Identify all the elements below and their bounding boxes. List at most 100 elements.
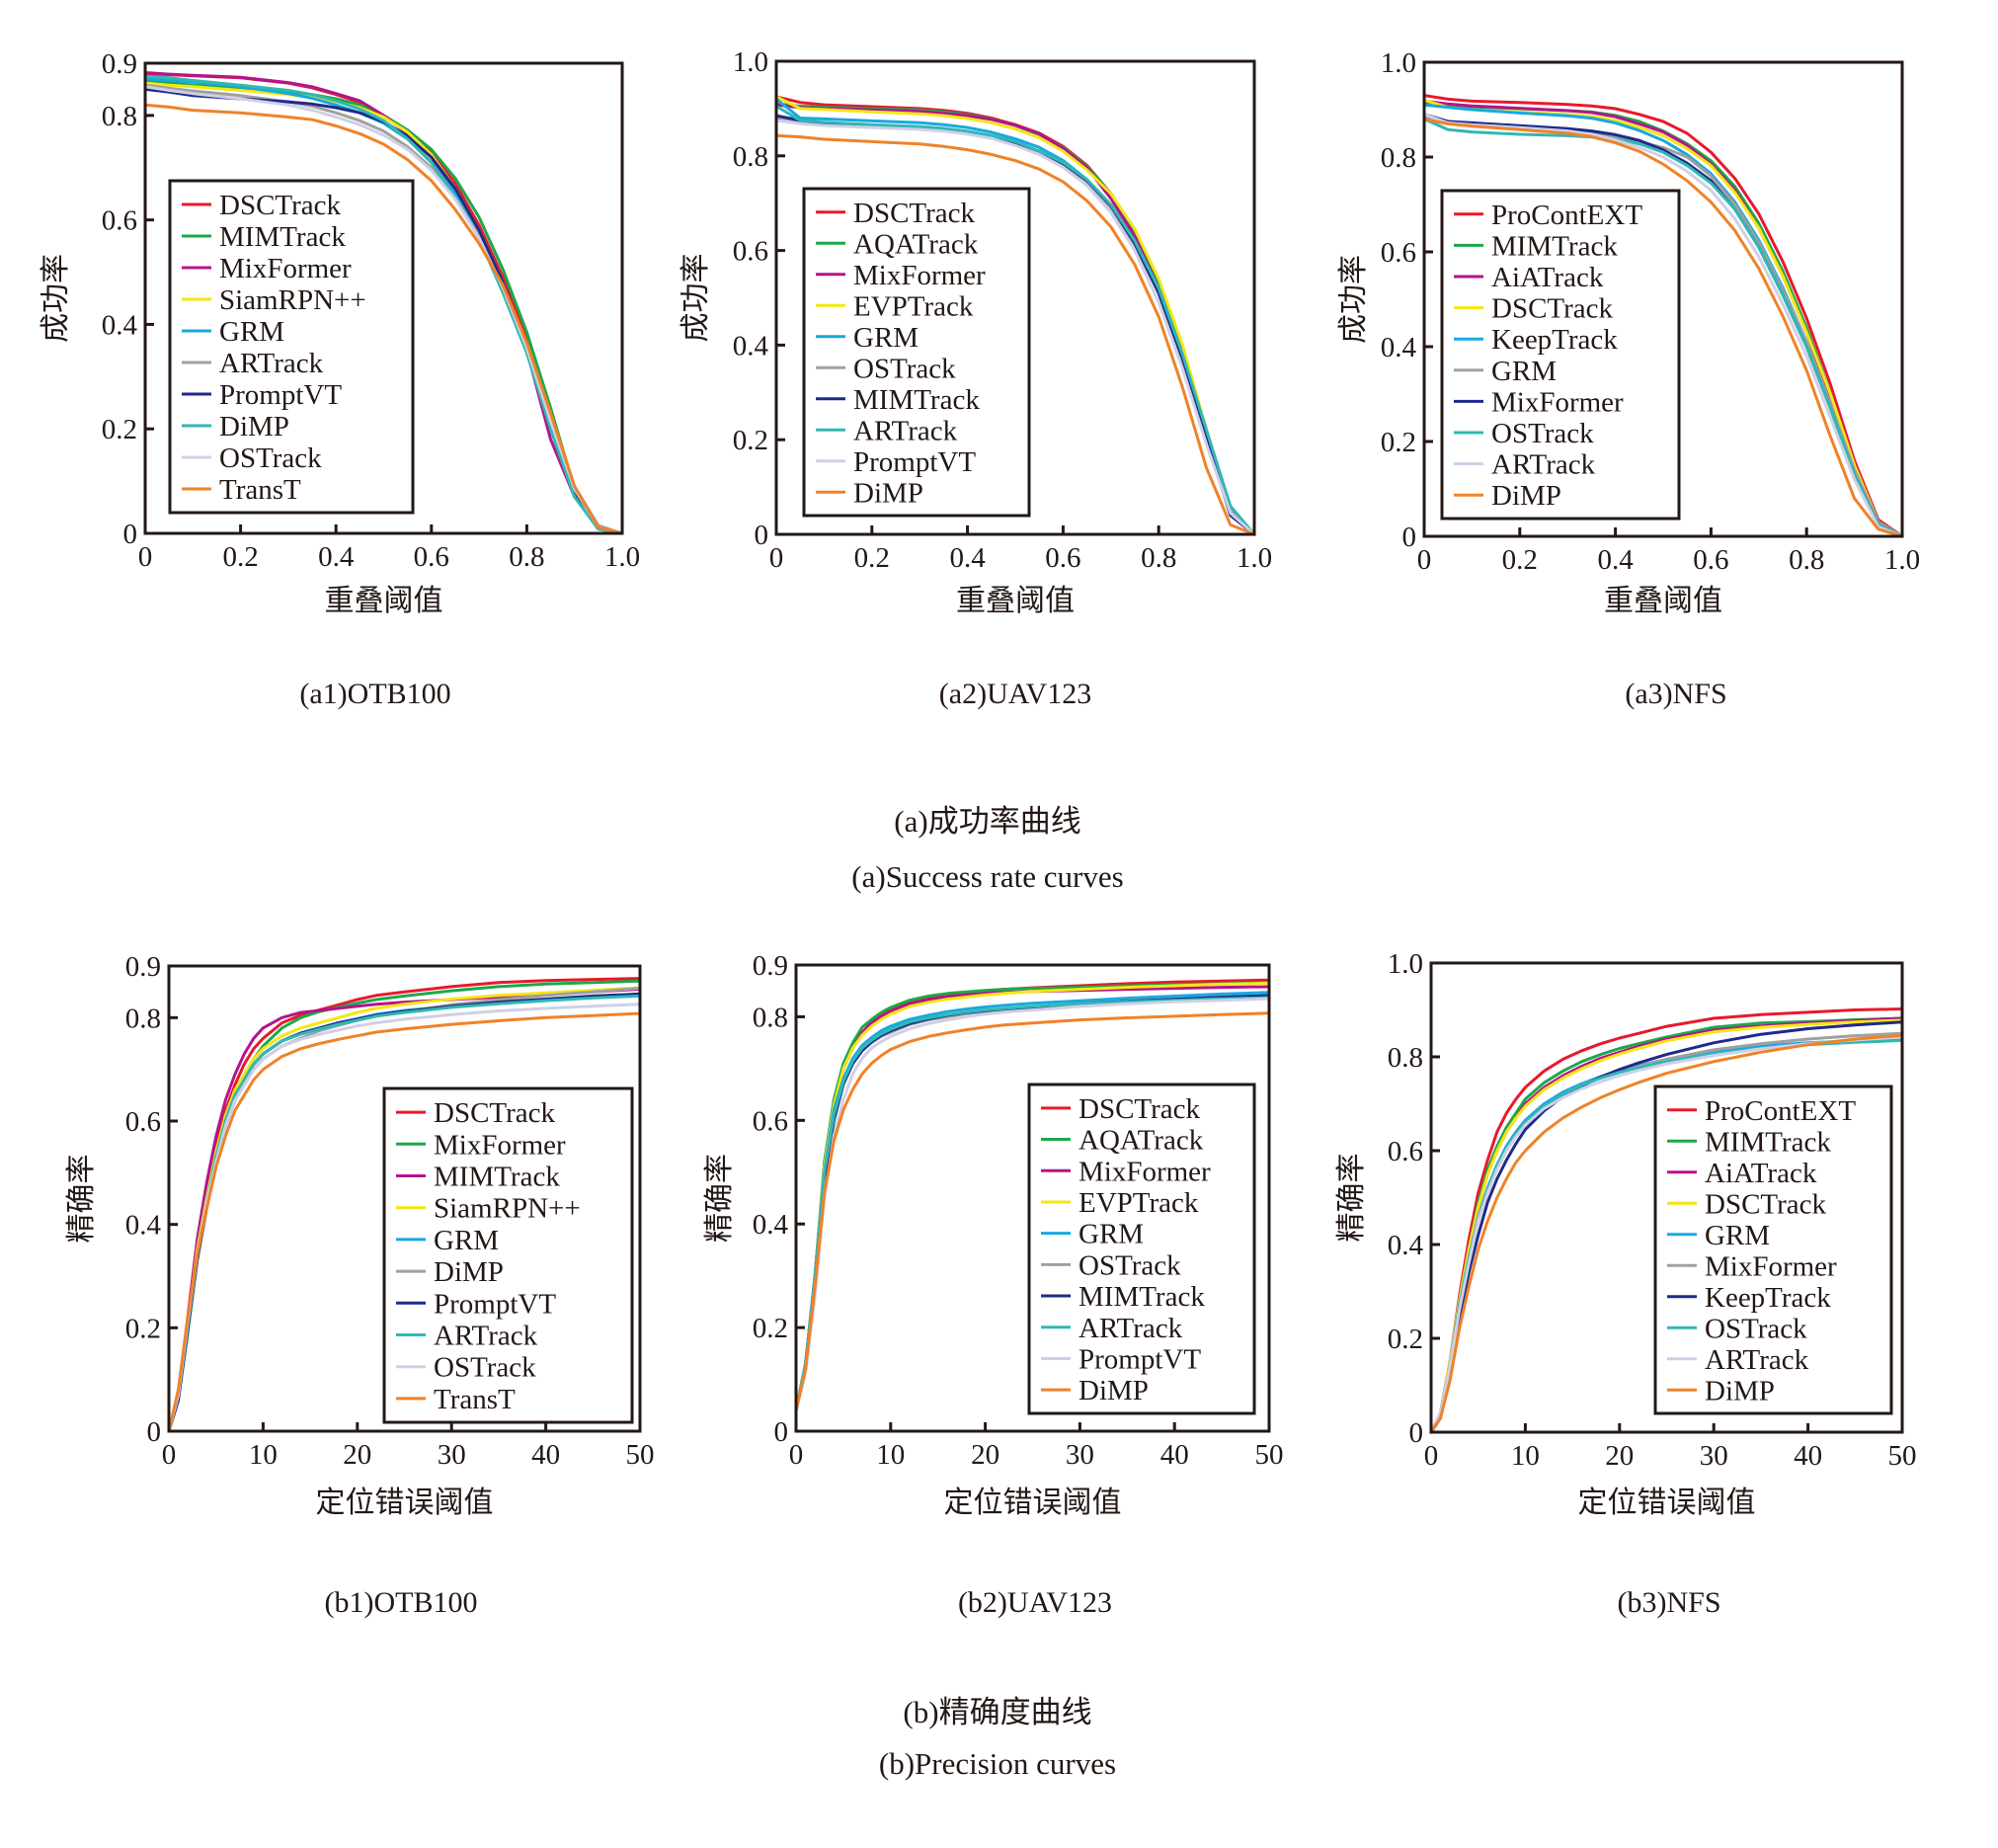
plot-frame: [1422, 60, 1904, 538]
y-tick-label: 1.0: [1388, 948, 1423, 980]
legend-item: OSTrack: [816, 353, 956, 384]
y-tick-label: 0.6: [753, 1105, 788, 1137]
x-tick-label: 50: [1255, 1439, 1284, 1471]
y-axis-label: 成功率: [40, 254, 72, 343]
legend-item: GRM: [182, 316, 284, 348]
y-tick-label: 0.8: [733, 141, 768, 173]
x-tick-label: 0: [769, 542, 784, 574]
legend-label: MixFormer: [434, 1129, 566, 1161]
y-axis-label: 成功率: [1337, 255, 1370, 344]
x-tick-label: 0: [789, 1439, 804, 1471]
legend-label: SiamRPN++: [434, 1193, 581, 1225]
y-tick-label: 0.9: [125, 951, 161, 983]
plot-frame: [167, 964, 642, 1433]
x-tick-label: 30: [438, 1439, 466, 1471]
caption-b1: (b1)OTB100: [324, 1586, 478, 1619]
x-tick-label: 0.2: [1502, 544, 1538, 576]
legend-label: MixFormer: [1491, 386, 1624, 418]
y-tick-label: 0.4: [102, 309, 138, 341]
legend-label: DiMP: [1491, 480, 1561, 512]
legend-label: DSCTrack: [219, 190, 342, 221]
caption-b-en: (b)Precision curves: [878, 1746, 1117, 1781]
legend-item: ARTrack: [182, 348, 324, 379]
legend-label: MIMTrack: [1491, 230, 1618, 262]
legend-item: GRM: [1454, 356, 1557, 387]
legend-label: MIMTrack: [434, 1162, 560, 1193]
legend-label: GRM: [434, 1225, 499, 1256]
legend-label: GRM: [1079, 1219, 1144, 1250]
legend-label: ARTrack: [853, 415, 958, 446]
legend-item: OSTrack: [1454, 418, 1594, 449]
legend-label: AiATrack: [1491, 262, 1604, 293]
legend-label: MixFormer: [1705, 1250, 1837, 1282]
legend-item: OSTrack: [1041, 1249, 1181, 1281]
series-line-artrack: [774, 105, 1256, 536]
legend-item: GRM: [396, 1225, 499, 1256]
legend-label: DSCTrack: [434, 1097, 556, 1129]
y-tick-label: 0.4: [125, 1210, 162, 1242]
x-tick-label: 30: [1066, 1439, 1094, 1471]
legend-label: DiMP: [853, 477, 923, 509]
legend-item: OSTrack: [1667, 1313, 1807, 1344]
legend-label: GRM: [853, 322, 919, 354]
legend-item: SiamRPN++: [396, 1193, 581, 1225]
legend-label: AiATrack: [1705, 1158, 1817, 1189]
y-tick-label: 1.0: [1381, 47, 1416, 79]
legend-item: DSCTrack: [1454, 293, 1614, 325]
x-tick-label: 0.4: [318, 541, 355, 573]
legend-item: ARTrack: [1041, 1313, 1183, 1344]
y-tick-label: 0: [774, 1416, 789, 1448]
legend-item: MIMTrack: [182, 221, 346, 253]
legend-item: DSCTrack: [1667, 1188, 1827, 1220]
x-tick-label: 0: [162, 1439, 177, 1471]
x-tick-label: 0.4: [949, 542, 986, 574]
legend-label: ARTrack: [434, 1321, 538, 1352]
legend-label: MixFormer: [853, 260, 986, 291]
series-line-dimp: [1429, 1033, 1904, 1434]
legend-item: PromptVT: [396, 1288, 556, 1320]
chart-a2: 0 0.2 0.4 0.6 0.8 1.0 0 0.2 0.4 0.6 0.8 1.0 重叠阈值 成功率 D…: [679, 46, 1272, 617]
x-tick-label: 50: [626, 1439, 655, 1471]
legend-label: ARTrack: [1491, 449, 1596, 481]
y-axis-label: 成功率: [679, 254, 712, 343]
series-line-dimp: [143, 74, 624, 535]
legend-item: MixFormer: [396, 1129, 566, 1161]
legend-item: PromptVT: [182, 379, 342, 411]
legend-item: ARTrack: [816, 415, 958, 446]
legend-item: MIMTrack: [1041, 1281, 1205, 1313]
legend-item: AiATrack: [1667, 1158, 1817, 1189]
legend-item: DiMP: [396, 1256, 504, 1288]
y-tick-label: 0.8: [102, 101, 137, 132]
series-lines: [774, 95, 1256, 536]
legend-label: OSTrack: [1079, 1249, 1181, 1281]
x-axis-label: 定位错误阈值: [316, 1486, 494, 1519]
y-tick-label: 0.6: [125, 1106, 161, 1138]
legend-item: PromptVT: [1041, 1343, 1201, 1375]
legend-label: OSTrack: [853, 353, 956, 384]
x-tick-label: 0.6: [1693, 544, 1728, 576]
y-axis-label: 精确率: [703, 1154, 736, 1243]
y-tick-label: 0.8: [125, 1003, 161, 1034]
legend-label: MixFormer: [1079, 1156, 1211, 1187]
x-tick-label: 0.2: [854, 542, 890, 574]
legend-label: KeepTrack: [1705, 1282, 1831, 1314]
series-line-artrack: [1422, 113, 1904, 538]
x-tick-label: 0.8: [1789, 544, 1824, 576]
series-lines: [167, 977, 642, 1433]
legend-item: MixFormer: [1667, 1250, 1837, 1282]
legend-label: PromptVT: [853, 446, 976, 478]
legend: DSCTrackAQATrackMixFormerEVPTrackGRMOSTr…: [1027, 1083, 1256, 1415]
y-tick-label: 0.9: [753, 950, 788, 982]
series-line-artrack: [794, 996, 1271, 1412]
x-tick-label: 0.6: [414, 541, 449, 573]
legend-item: DSCTrack: [1041, 1093, 1201, 1125]
legend-item: DSCTrack: [182, 190, 342, 221]
y-tick-label: 0.2: [102, 414, 137, 445]
x-tick-label: 50: [1888, 1440, 1917, 1472]
y-tick-label: 0.8: [1388, 1042, 1423, 1074]
legend-item: MIMTrack: [816, 384, 980, 416]
legend-label: DSCTrack: [1705, 1188, 1827, 1220]
legend-item: EVPTrack: [816, 290, 974, 322]
y-tick-label: 0.6: [102, 205, 137, 237]
